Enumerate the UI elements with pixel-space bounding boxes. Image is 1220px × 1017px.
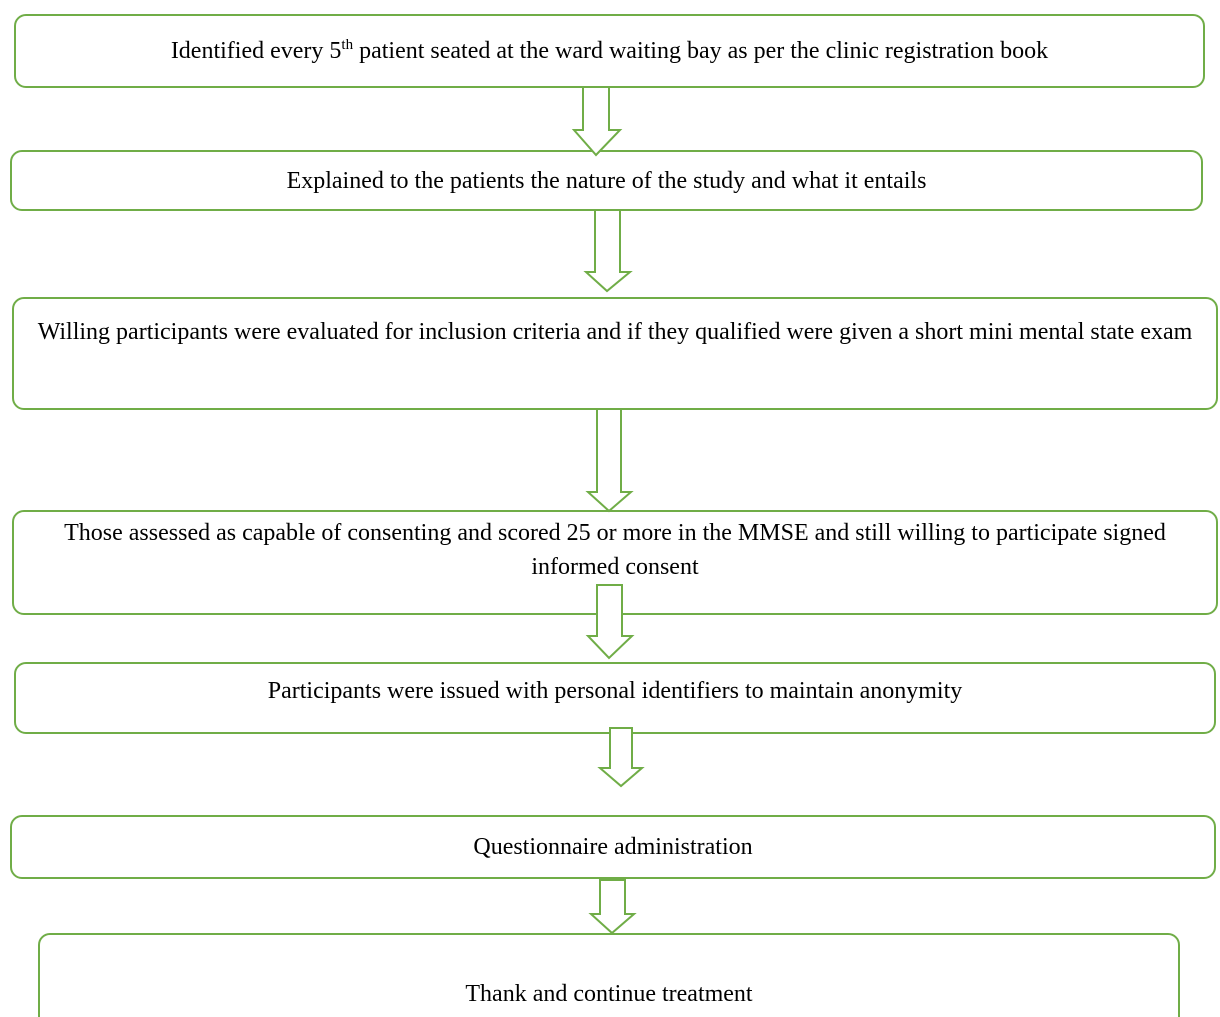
step-label: Participants were issued with personal i… xyxy=(267,678,963,704)
label-text: patient seated at the ward waiting bay a… xyxy=(353,38,1049,64)
arrow xyxy=(588,879,637,935)
step-label: Explained to the patients the nature of … xyxy=(286,167,927,194)
step-box: Questionnaire administration xyxy=(10,815,1216,879)
arrow xyxy=(597,727,645,788)
step-label: Identified every 5th patient seated at t… xyxy=(171,34,1048,68)
step-label: Those assessed as capable of consenting … xyxy=(64,520,1166,580)
step-box: Identified every 5th patient seated at t… xyxy=(14,14,1205,88)
arrow xyxy=(583,209,633,293)
step-label: Questionnaire administration xyxy=(473,834,753,860)
step-box: Explained to the patients the nature of … xyxy=(10,150,1203,211)
step-label: Thank and continue treatment xyxy=(465,981,753,1007)
step-label: Willing participants were evaluated for … xyxy=(37,319,1193,345)
step-box: Thank and continue treatment xyxy=(38,933,1180,1017)
step-box: Participants were issued with personal i… xyxy=(14,662,1216,734)
arrow xyxy=(585,584,635,660)
label-superscript: th xyxy=(341,37,354,53)
arrow xyxy=(585,408,634,513)
arrow xyxy=(571,86,623,157)
label-text: Identified every 5 xyxy=(170,38,342,64)
